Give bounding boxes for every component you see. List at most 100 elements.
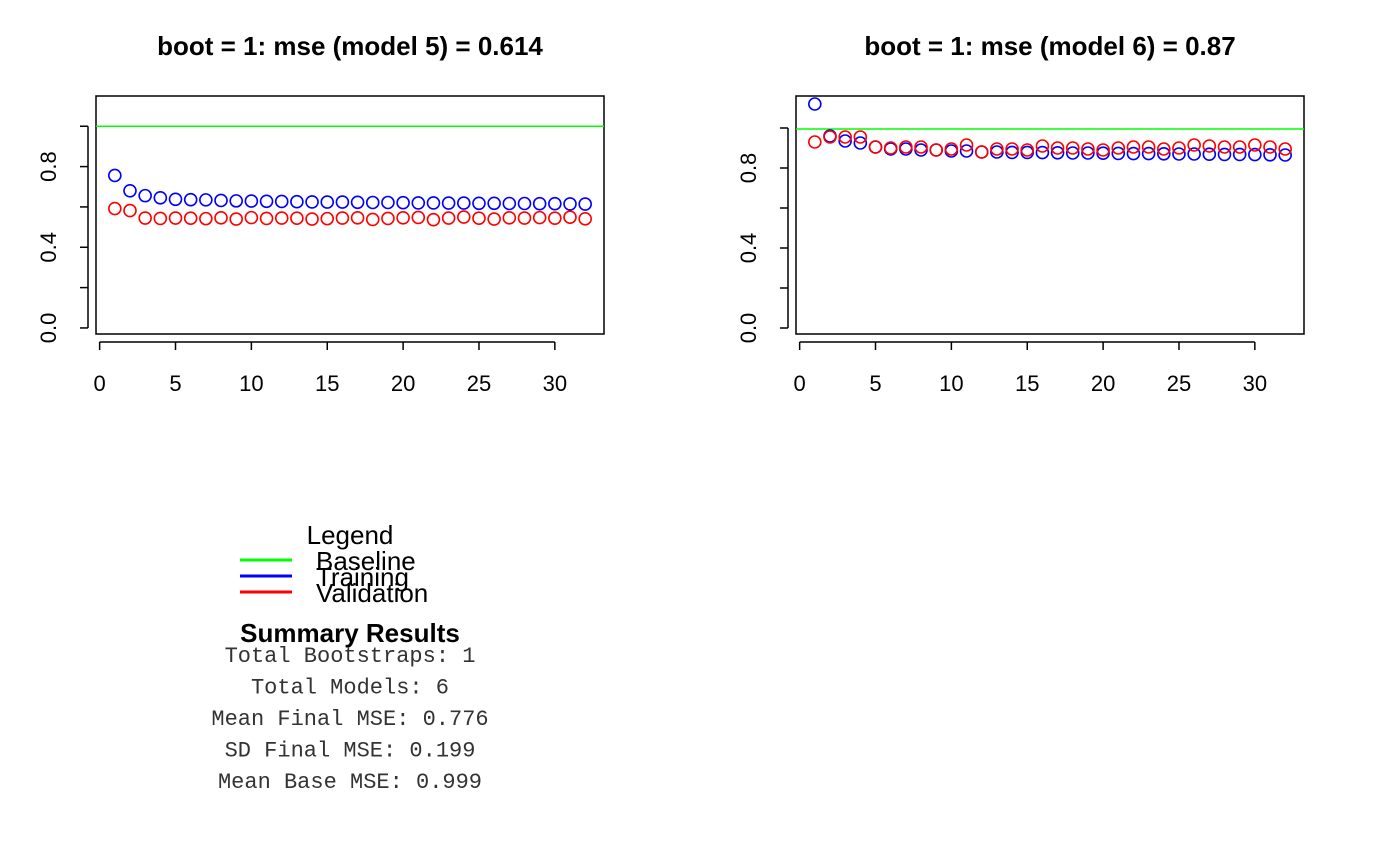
point <box>990 145 1004 159</box>
point <box>472 196 486 211</box>
y-tick-label: 0.4 <box>36 232 61 263</box>
point <box>381 211 395 226</box>
point <box>1050 141 1065 155</box>
point <box>1232 147 1247 162</box>
point <box>456 210 471 224</box>
x-tick-label: 25 <box>467 371 491 396</box>
point <box>548 211 562 226</box>
point <box>838 134 852 148</box>
point <box>532 210 547 225</box>
chart-title: boot = 1: mse (model 5) = 0.614 <box>157 31 543 61</box>
point <box>1156 142 1171 156</box>
point <box>974 145 989 159</box>
point <box>244 194 259 208</box>
point <box>853 130 868 144</box>
point <box>578 212 592 226</box>
point <box>365 212 380 227</box>
x-tick-label: 10 <box>939 371 963 396</box>
point <box>1217 147 1232 162</box>
point <box>229 212 244 226</box>
x-tick-label: 20 <box>1091 371 1115 396</box>
point <box>563 197 577 211</box>
point <box>214 193 228 208</box>
x-tick-label: 20 <box>391 371 415 396</box>
point <box>320 195 335 209</box>
x-tick-label: 0 <box>94 371 106 396</box>
point <box>274 211 289 225</box>
point <box>1050 146 1065 160</box>
point <box>426 212 441 227</box>
y-tick-label: 0.0 <box>36 313 61 344</box>
point <box>168 211 183 225</box>
point <box>578 197 592 211</box>
point <box>123 183 137 198</box>
point <box>808 135 822 149</box>
x-tick-label: 0 <box>794 371 806 396</box>
point <box>1172 141 1186 155</box>
point <box>274 194 289 209</box>
point <box>1202 147 1217 161</box>
point <box>441 211 456 225</box>
legend-label: Validation <box>316 578 428 608</box>
point <box>1005 142 1019 156</box>
point <box>1035 145 1050 160</box>
x-tick-label: 30 <box>543 371 567 396</box>
point <box>108 201 122 216</box>
legend-label: Baseline <box>316 546 416 576</box>
point <box>123 203 137 218</box>
point <box>808 97 822 111</box>
y-tick-label: 0.8 <box>736 153 761 184</box>
point <box>183 192 198 207</box>
point <box>899 140 913 154</box>
point <box>487 196 501 211</box>
point <box>259 194 274 209</box>
x-tick-label: 5 <box>869 371 881 396</box>
point <box>517 196 532 211</box>
point <box>487 212 501 226</box>
point <box>517 211 532 225</box>
point <box>290 211 304 226</box>
point <box>1126 140 1141 154</box>
point <box>868 140 883 154</box>
point <box>305 212 319 226</box>
point <box>1065 146 1080 160</box>
point <box>532 196 547 211</box>
point <box>229 194 244 208</box>
point <box>1232 140 1247 154</box>
point <box>959 138 974 152</box>
point <box>381 195 395 210</box>
point <box>914 143 928 157</box>
point <box>823 130 837 144</box>
chart-title: boot = 1: mse (model 6) = 0.87 <box>864 31 1235 61</box>
point <box>335 195 350 209</box>
x-tick-label: 30 <box>1243 371 1267 396</box>
point <box>1217 140 1232 154</box>
x-tick-label: 10 <box>239 371 263 396</box>
point <box>1020 143 1035 157</box>
point <box>1156 147 1171 161</box>
summary-line: Total Models: 6 <box>251 675 449 700</box>
point <box>259 211 274 226</box>
point <box>1278 142 1292 156</box>
point <box>1248 147 1262 162</box>
point <box>350 211 365 225</box>
point <box>853 136 868 150</box>
point <box>1081 142 1095 156</box>
point <box>335 211 350 225</box>
point <box>959 144 974 158</box>
point <box>183 211 198 226</box>
point <box>441 196 456 210</box>
point <box>168 192 183 207</box>
point <box>472 211 486 226</box>
point <box>1111 141 1126 155</box>
point <box>153 211 168 226</box>
point <box>990 142 1004 156</box>
x-tick-label: 25 <box>1167 371 1191 396</box>
point <box>1248 138 1262 152</box>
point <box>563 210 577 225</box>
point <box>1172 147 1186 161</box>
legend-label: Training <box>316 562 409 592</box>
point <box>396 211 410 225</box>
point <box>1141 146 1156 161</box>
point <box>1141 140 1156 154</box>
